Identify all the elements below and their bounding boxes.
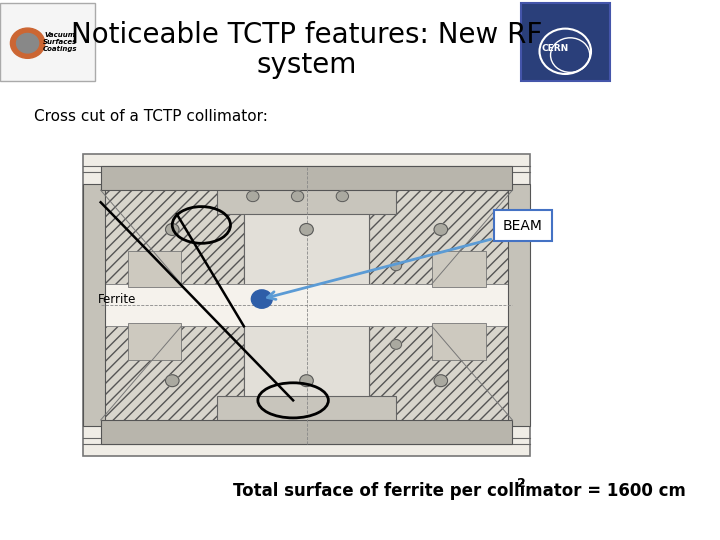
FancyBboxPatch shape bbox=[0, 3, 95, 81]
FancyBboxPatch shape bbox=[127, 251, 181, 287]
FancyBboxPatch shape bbox=[521, 3, 610, 81]
Text: Noticeable TCTP features: New RF: Noticeable TCTP features: New RF bbox=[71, 21, 542, 49]
Circle shape bbox=[166, 375, 179, 387]
FancyBboxPatch shape bbox=[83, 184, 105, 426]
FancyBboxPatch shape bbox=[508, 184, 531, 426]
Circle shape bbox=[251, 290, 272, 308]
Circle shape bbox=[166, 224, 179, 235]
Circle shape bbox=[300, 375, 313, 387]
Text: Ferrite: Ferrite bbox=[98, 293, 136, 306]
Circle shape bbox=[336, 191, 348, 201]
Text: system: system bbox=[256, 51, 356, 79]
Circle shape bbox=[10, 28, 45, 58]
Text: Vacuum: Vacuum bbox=[45, 32, 76, 38]
Text: Coatings: Coatings bbox=[42, 46, 77, 52]
Circle shape bbox=[390, 340, 402, 349]
FancyBboxPatch shape bbox=[432, 251, 485, 287]
FancyBboxPatch shape bbox=[369, 184, 513, 426]
Circle shape bbox=[300, 224, 313, 235]
FancyBboxPatch shape bbox=[493, 210, 552, 241]
FancyBboxPatch shape bbox=[101, 420, 513, 444]
Circle shape bbox=[390, 261, 402, 271]
FancyBboxPatch shape bbox=[101, 166, 513, 190]
Circle shape bbox=[247, 191, 259, 201]
FancyBboxPatch shape bbox=[217, 396, 396, 441]
Text: BEAM: BEAM bbox=[503, 219, 543, 233]
Text: 2: 2 bbox=[517, 477, 526, 490]
Text: Cross cut of a TCTP collimator:: Cross cut of a TCTP collimator: bbox=[34, 109, 268, 124]
FancyBboxPatch shape bbox=[101, 184, 244, 426]
Text: Surfaces: Surfaces bbox=[43, 39, 77, 45]
FancyBboxPatch shape bbox=[83, 154, 531, 456]
Circle shape bbox=[434, 224, 448, 235]
FancyBboxPatch shape bbox=[101, 284, 513, 326]
Text: CERN: CERN bbox=[541, 44, 569, 53]
Circle shape bbox=[292, 191, 304, 201]
FancyBboxPatch shape bbox=[432, 323, 485, 360]
Circle shape bbox=[17, 33, 39, 53]
Circle shape bbox=[434, 375, 448, 387]
FancyBboxPatch shape bbox=[127, 323, 181, 360]
FancyBboxPatch shape bbox=[217, 169, 396, 214]
FancyBboxPatch shape bbox=[244, 184, 369, 426]
Text: Total surface of ferrite per collimator = 1600 cm: Total surface of ferrite per collimator … bbox=[233, 482, 686, 501]
